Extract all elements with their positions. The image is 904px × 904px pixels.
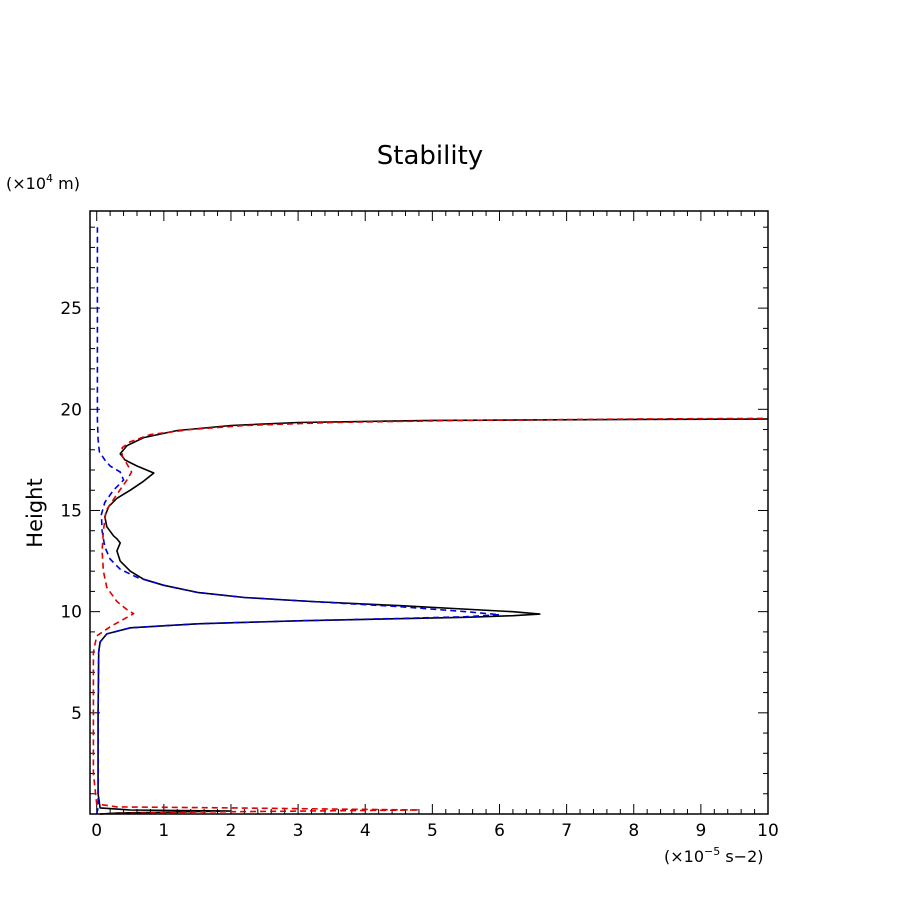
x-unit-suffix: s−2) bbox=[720, 847, 763, 866]
series-line-black-solid bbox=[97, 418, 769, 815]
x-unit-prefix: (×10 bbox=[664, 847, 704, 866]
y-unit-exponent: 4 bbox=[46, 172, 53, 185]
y-tick-label: 20 bbox=[60, 400, 82, 420]
plot-frame bbox=[89, 210, 769, 815]
chart-title: Stability bbox=[377, 141, 483, 171]
series-line-red-dashed bbox=[92, 417, 769, 815]
x-tick-label: 7 bbox=[561, 821, 572, 841]
y-unit-prefix: (×10 bbox=[6, 174, 46, 193]
x-tick-label: 1 bbox=[158, 821, 169, 841]
series-line-blue-dashed bbox=[95, 227, 501, 815]
y-axis-unit-label: (×104 m) bbox=[6, 172, 80, 193]
y-tick-label: 5 bbox=[71, 704, 82, 724]
y-tick-label: 25 bbox=[60, 299, 82, 319]
y-axis-label: Height bbox=[23, 478, 47, 547]
x-tick-label: 8 bbox=[628, 821, 639, 841]
x-tick-label: 3 bbox=[293, 821, 304, 841]
x-tick-label: 4 bbox=[360, 821, 371, 841]
x-tick-label: 10 bbox=[757, 821, 779, 841]
x-unit-exponent: −5 bbox=[704, 845, 720, 858]
x-tick-label: 6 bbox=[494, 821, 505, 841]
y-unit-suffix: m) bbox=[53, 174, 80, 193]
x-tick-label: 0 bbox=[91, 821, 102, 841]
x-tick-label: 2 bbox=[226, 821, 237, 841]
plot-series bbox=[92, 227, 769, 815]
axis-ticks: 0 1 2 3 4 5 6 7 8 9 10 5 10 15 20 25 bbox=[60, 211, 779, 841]
x-axis-unit-label: (×10−5 s−2) bbox=[664, 845, 763, 866]
y-tick-label: 10 bbox=[60, 603, 82, 623]
x-tick-label: 5 bbox=[427, 821, 438, 841]
y-tick-label: 15 bbox=[60, 501, 82, 521]
x-tick-label: 9 bbox=[695, 821, 706, 841]
